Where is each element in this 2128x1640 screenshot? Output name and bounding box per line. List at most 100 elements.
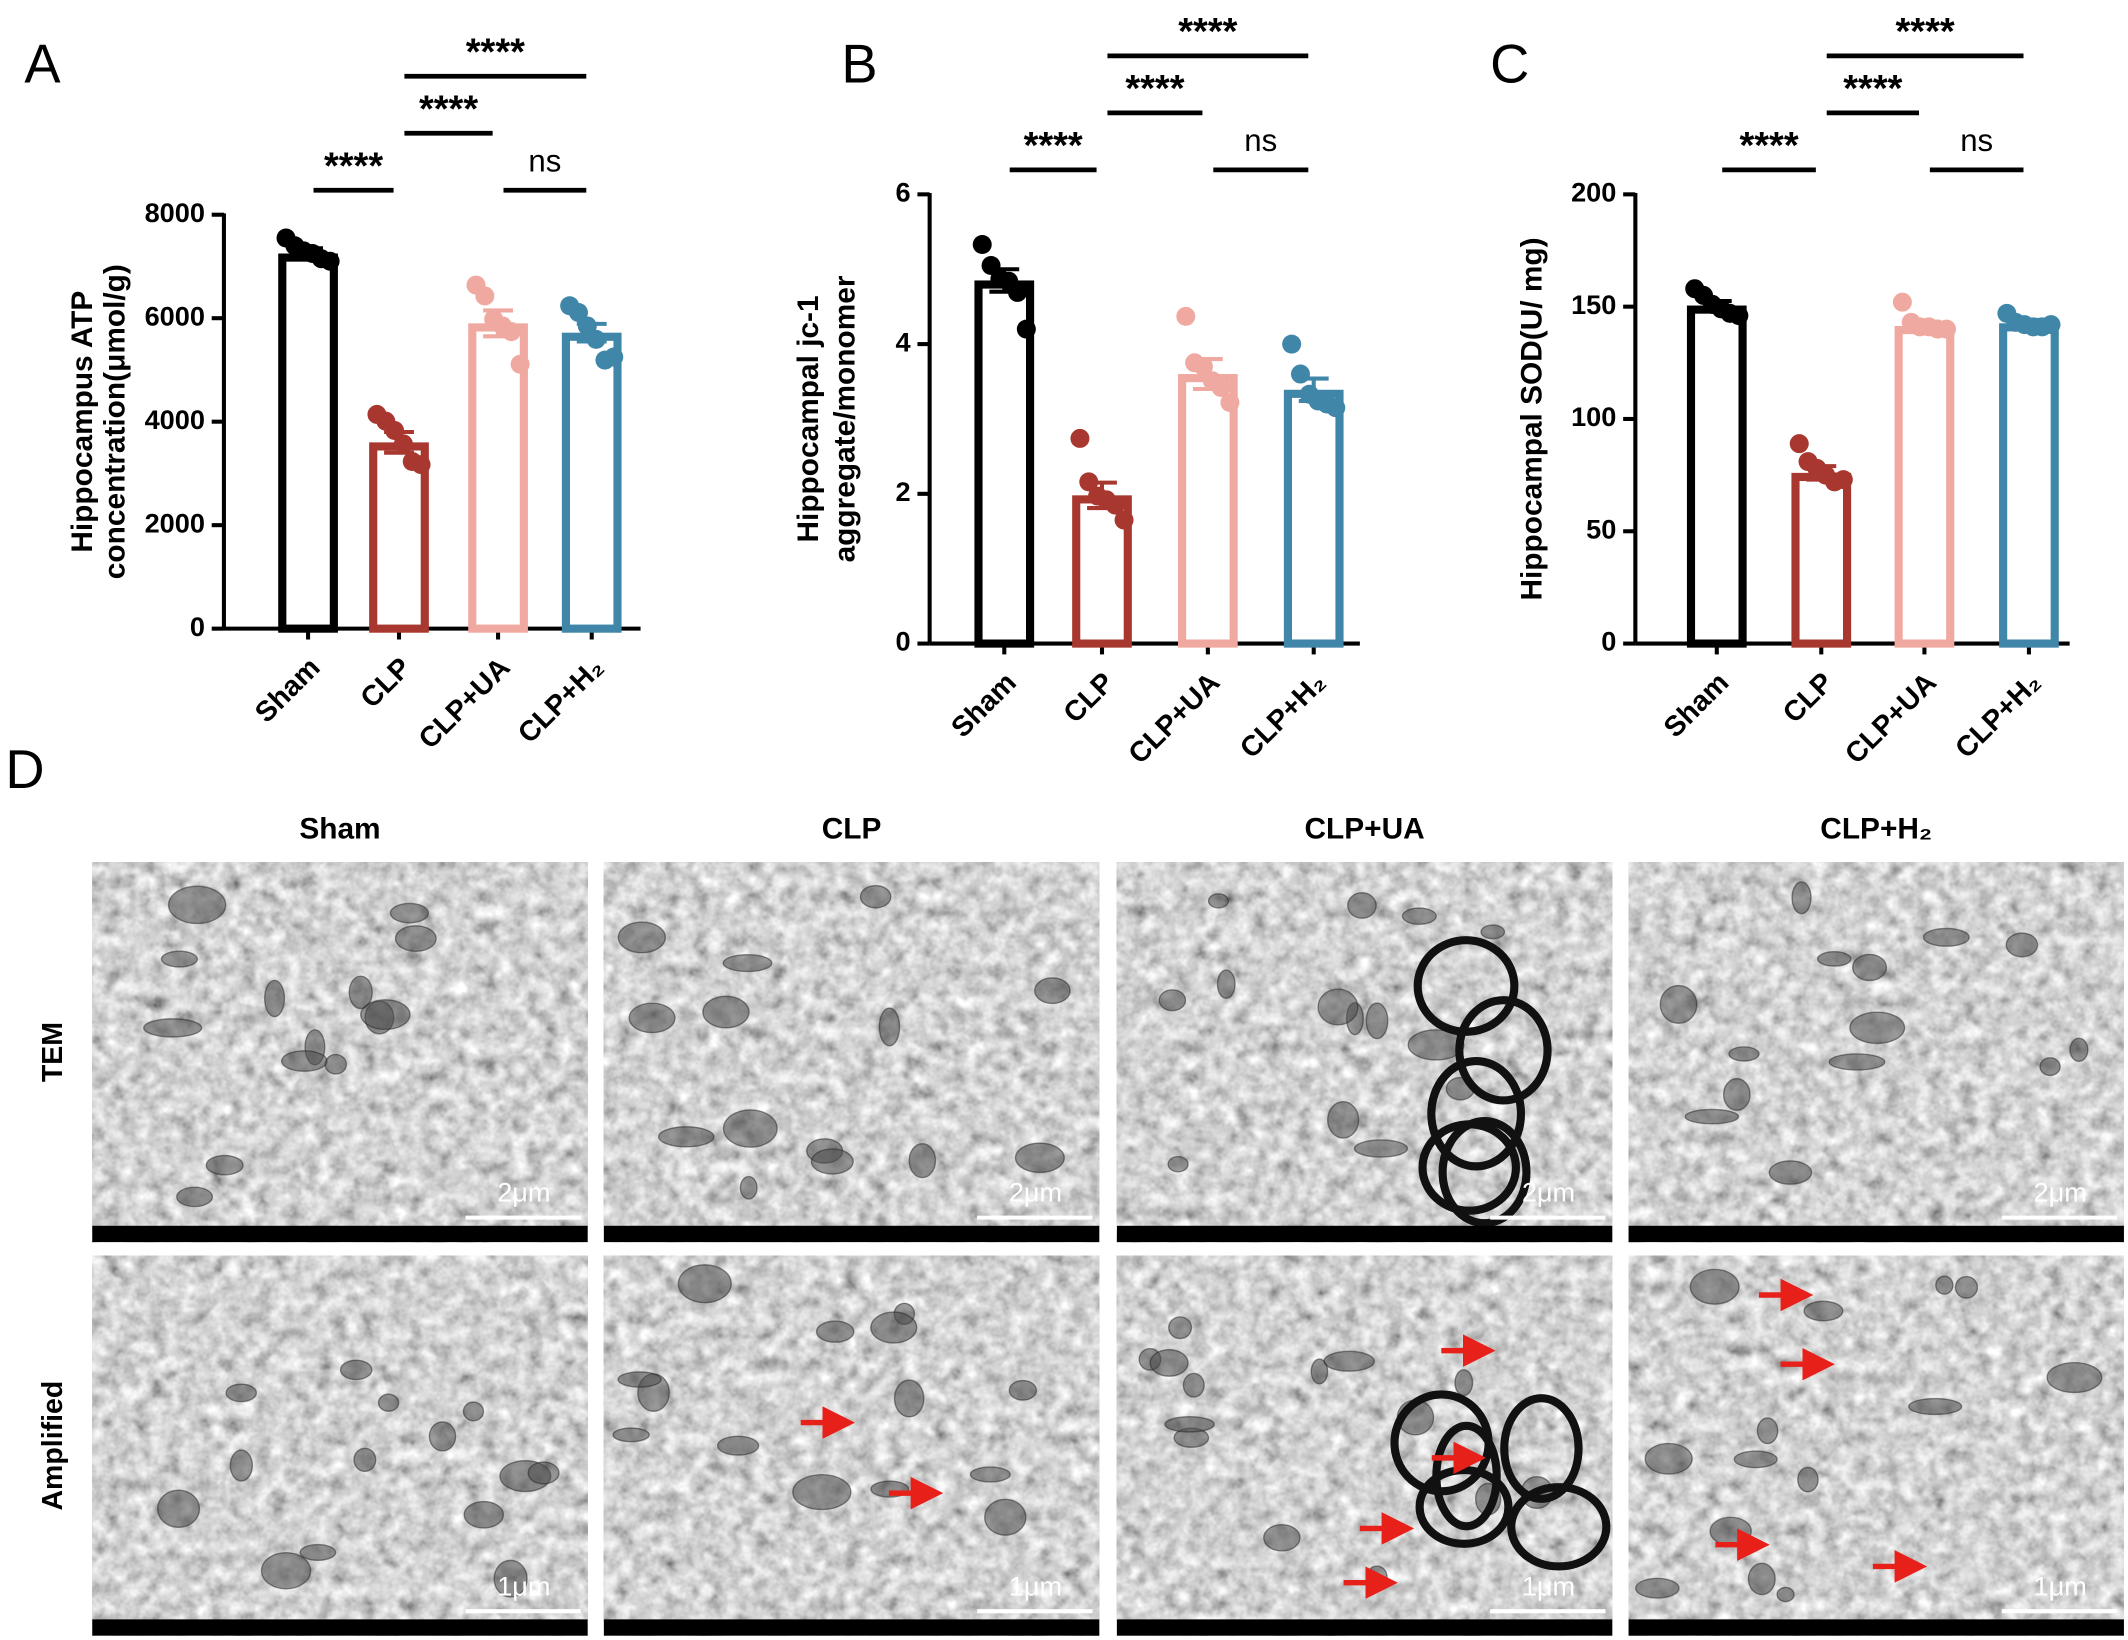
data-point xyxy=(1008,282,1028,302)
column-label: CLP+UA xyxy=(1304,813,1424,846)
scale-bar-label: 2μm xyxy=(1522,1177,1575,1208)
x-tick-label: CLP+UA xyxy=(413,652,517,756)
organelle xyxy=(1722,1077,1751,1111)
organelle xyxy=(1353,1139,1409,1158)
organelle xyxy=(1480,924,1506,940)
data-point xyxy=(1936,319,1956,339)
organelle xyxy=(1317,988,1359,1026)
organelle xyxy=(1263,1524,1301,1552)
x-tick-label: CLP+H₂ xyxy=(1949,667,2047,765)
micrograph: 1μm xyxy=(92,1255,588,1636)
organelle xyxy=(493,1559,528,1598)
y-axis-label: concentration(μmol/g) xyxy=(99,264,132,579)
data-point xyxy=(1326,398,1346,418)
organelle xyxy=(677,1264,732,1304)
organelle xyxy=(1689,1268,1740,1305)
organelle xyxy=(1182,1372,1205,1398)
bar xyxy=(1178,374,1238,648)
micrograph: 2μm xyxy=(603,862,1100,1243)
micrograph: 1μm xyxy=(1116,1255,1613,1636)
organelle xyxy=(156,1489,201,1529)
y-tick-label: 0 xyxy=(190,611,205,642)
data-point xyxy=(1789,434,1809,454)
data-point xyxy=(510,354,530,374)
y-tick-label: 8000 xyxy=(145,197,205,228)
organelle xyxy=(280,1050,328,1072)
organelle xyxy=(1164,1416,1215,1433)
organelle xyxy=(527,1461,560,1485)
y-tick-label: 4000 xyxy=(145,404,205,435)
scale-bar-label: 1μm xyxy=(1522,1570,1575,1601)
organelle xyxy=(908,1143,937,1179)
significance-label: **** xyxy=(1843,68,1902,110)
y-axis-label: Hippocampal SOD(U/ mg) xyxy=(1515,237,1548,600)
info-strip xyxy=(603,1619,1100,1636)
bar xyxy=(1999,323,2059,648)
micrograph-texture xyxy=(1628,1255,2124,1636)
significance-label: ns xyxy=(1244,123,1277,158)
organelle xyxy=(1167,1155,1189,1173)
organelle xyxy=(859,884,892,909)
scale-bar-label: 1μm xyxy=(497,1570,550,1601)
organelle xyxy=(722,954,773,973)
organelle xyxy=(1659,984,1698,1024)
panel-label: B xyxy=(841,33,877,94)
y-tick-label: 150 xyxy=(1571,289,1616,320)
myelin xyxy=(1455,996,1552,1105)
micrograph-texture xyxy=(603,862,1100,1243)
significance-label: **** xyxy=(419,89,478,131)
organelle xyxy=(1756,1417,1779,1445)
organelle xyxy=(657,1126,715,1148)
organelle xyxy=(176,1186,214,1208)
organelle xyxy=(1034,977,1071,1005)
organelle xyxy=(394,925,437,952)
organelle xyxy=(428,1421,457,1452)
x-tick-label: CLP+UA xyxy=(1839,667,1943,771)
significance-label: ns xyxy=(528,143,561,178)
data-point xyxy=(2041,315,2061,335)
data-point xyxy=(411,455,431,475)
myelin xyxy=(1438,1117,1531,1228)
info-strip xyxy=(603,1225,1100,1243)
micrograph: 2μm xyxy=(1628,862,2124,1243)
x-tick-label: Sham xyxy=(1658,667,1735,744)
organelle xyxy=(2069,1037,2089,1063)
x-tick-label: Sham xyxy=(249,652,326,729)
myelin xyxy=(1390,1390,1493,1496)
organelle xyxy=(360,999,411,1031)
bar xyxy=(278,253,338,633)
data-point xyxy=(1220,392,1240,412)
organelle xyxy=(1828,1053,1886,1071)
info-strip xyxy=(92,1619,588,1636)
organelle xyxy=(1728,1046,1760,1062)
organelle xyxy=(1365,1002,1389,1040)
bar xyxy=(1283,389,1344,648)
organelle xyxy=(969,1466,1011,1483)
y-axis-label: Hippocampus ATP xyxy=(66,291,99,553)
significance-label: **** xyxy=(1896,11,1955,53)
organelle xyxy=(2046,1361,2103,1394)
organelle xyxy=(1323,1350,1375,1372)
data-point xyxy=(972,235,992,255)
data-point xyxy=(981,255,1001,275)
y-tick-label: 50 xyxy=(1586,513,1616,544)
data-point xyxy=(1729,306,1749,326)
organelle xyxy=(1635,1577,1680,1599)
myelin xyxy=(1507,1483,1611,1571)
data-point xyxy=(604,347,624,367)
organelle xyxy=(2039,1057,2061,1077)
data-point xyxy=(1114,510,1134,530)
organelle xyxy=(1954,1275,1979,1299)
bar xyxy=(1791,472,1852,648)
organelle xyxy=(1849,1011,1906,1045)
myelin xyxy=(1500,1394,1583,1503)
y-tick-label: 2000 xyxy=(145,507,205,538)
data-point xyxy=(586,329,606,349)
micrograph-texture xyxy=(603,1255,1100,1636)
x-tick-label: Sham xyxy=(945,667,1022,744)
y-tick-label: 2 xyxy=(896,476,911,507)
organelle xyxy=(1922,927,1970,947)
organelle xyxy=(324,1053,348,1075)
